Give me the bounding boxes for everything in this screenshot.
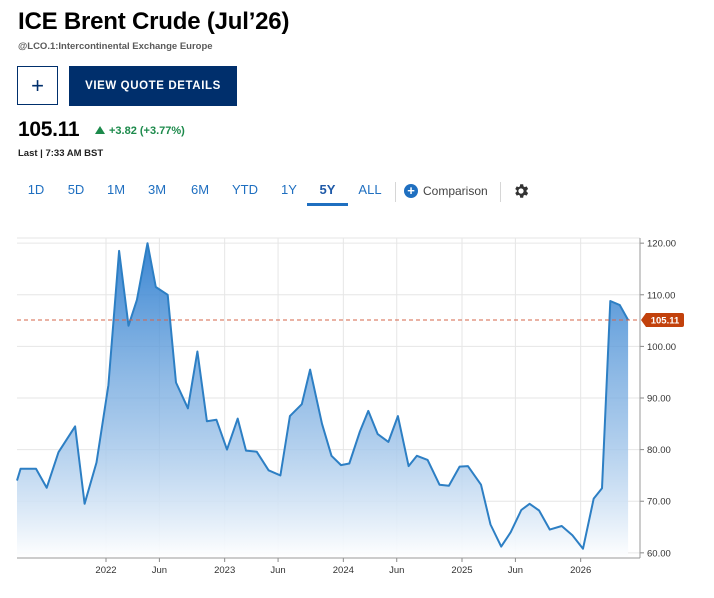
x-tick-label: Jun xyxy=(152,565,167,576)
range-tab-1y[interactable]: 1Y xyxy=(281,182,297,197)
y-tick-label: 80.00 xyxy=(647,445,671,456)
up-arrow-icon xyxy=(95,126,105,134)
toolbar-divider xyxy=(500,182,501,202)
range-tab-5y[interactable]: 5Y xyxy=(307,178,348,206)
range-tab-1m[interactable]: 1M xyxy=(106,182,126,197)
x-tick-label: 2023 xyxy=(214,565,235,576)
x-tick-label: 2025 xyxy=(451,565,472,576)
last-price-tag-label: 105.11 xyxy=(651,316,680,327)
range-tab-all[interactable]: ALL xyxy=(358,182,382,197)
toolbar-divider xyxy=(395,182,396,202)
y-tick-label: 100.00 xyxy=(647,342,676,353)
x-tick-label: Jun xyxy=(508,565,523,576)
y-tick-label: 90.00 xyxy=(647,394,671,405)
x-tick-label: 2024 xyxy=(333,565,354,576)
range-tab-6m[interactable]: 6M xyxy=(190,182,210,197)
price-change-value: +3.82 (+3.77%) xyxy=(109,125,185,137)
y-tick-label: 60.00 xyxy=(647,548,671,559)
comparison-label: Comparison xyxy=(423,184,488,198)
x-tick-label: Jun xyxy=(270,565,285,576)
y-tick-label: 110.00 xyxy=(647,290,675,301)
range-tab-ytd[interactable]: YTD xyxy=(232,182,258,197)
add-circle-icon: + xyxy=(404,184,418,198)
add-to-watchlist-button[interactable]: + xyxy=(17,66,58,105)
last-price-tag xyxy=(641,313,684,328)
gear-icon[interactable] xyxy=(512,182,530,200)
price-chart[interactable]: 105.11 60.00 70.00 80.00 90.00 100.00 110.00 1… xyxy=(0,230,714,598)
range-tab-5d[interactable]: 5D xyxy=(67,182,85,197)
range-tab-3m[interactable]: 3M xyxy=(147,182,167,197)
y-tick-label: 120.00 xyxy=(647,239,676,250)
y-tick-label: 70.00 xyxy=(647,497,671,508)
price-line[interactable] xyxy=(16,242,629,550)
range-tab-1d[interactable]: 1D xyxy=(27,182,45,197)
page-title: ICE Brent Crude (Jul’26) xyxy=(18,8,290,35)
last-price: 105.11 xyxy=(18,118,80,141)
last-updated-time: Last | 7:33 AM BST xyxy=(18,148,104,159)
x-tick-label: 2026 xyxy=(570,565,591,576)
view-quote-details-button[interactable]: VIEW QUOTE DETAILS xyxy=(69,66,237,106)
comparison-button[interactable]: + Comparison xyxy=(404,182,488,200)
price-area xyxy=(17,243,629,558)
x-tick-label: Jun xyxy=(389,565,404,576)
exchange-subtitle: @LCO.1:Intercontinental Exchange Europe xyxy=(18,41,213,52)
x-tick-label: 2022 xyxy=(95,565,116,576)
price-change: +3.82 (+3.77%) xyxy=(95,125,185,137)
